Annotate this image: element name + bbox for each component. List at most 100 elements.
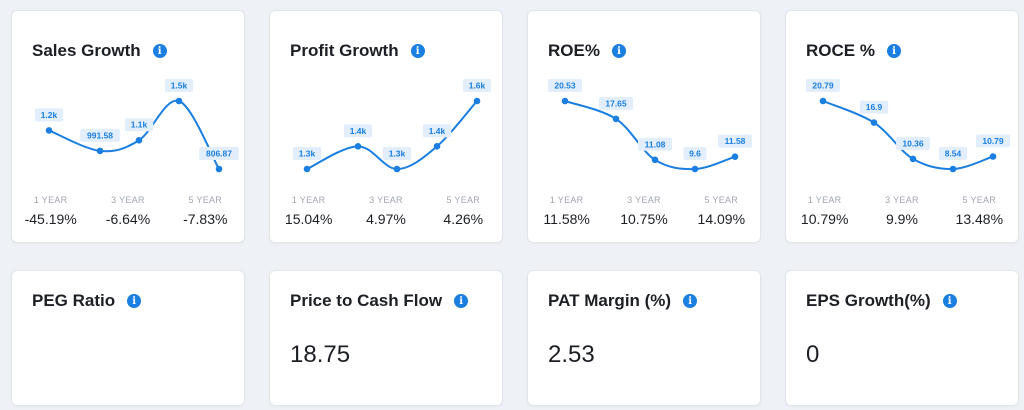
period-label: 5 YEAR bbox=[188, 195, 223, 205]
card-title: ROE% bbox=[548, 41, 600, 60]
growth-value: 10.75% bbox=[620, 211, 668, 227]
data-label: 991.58 bbox=[87, 130, 113, 140]
info-icon[interactable]: i bbox=[683, 294, 698, 308]
metric-value: 18.75 bbox=[290, 341, 351, 368]
card-roe: ROE% i 20.53 17.65 11.08 9.6 11.58 1 YEAR 3 … bbox=[527, 10, 761, 243]
data-label-bg bbox=[599, 96, 633, 110]
card-header: ROE% i bbox=[548, 41, 626, 61]
data-label: 1.1k bbox=[131, 120, 148, 130]
data-point[interactable] bbox=[561, 97, 569, 105]
series-line bbox=[564, 100, 736, 171]
data-label: 16.9 bbox=[866, 102, 883, 112]
card-roce: ROCE % i 20.79 16.9 10.36 8.54 10.79 1 YEAR … bbox=[785, 10, 1019, 243]
period-row: 1 YEAR 3 YEAR 5 YEAR bbox=[786, 195, 1018, 205]
data-point[interactable] bbox=[989, 153, 997, 160]
growth-value: 15.04% bbox=[284, 211, 333, 227]
card-pat-margin: PAT Margin (%) i 2.53 bbox=[527, 270, 761, 406]
data-label: 1.3k bbox=[389, 149, 406, 159]
period-label: 1 YEAR bbox=[807, 195, 842, 205]
growth-value: -7.83% bbox=[183, 211, 228, 227]
card-header: Price to Cash Flow i bbox=[290, 291, 469, 311]
data-point[interactable] bbox=[473, 97, 481, 105]
data-point[interactable] bbox=[909, 155, 917, 163]
period-label: 5 YEAR bbox=[962, 195, 997, 205]
data-label-bg bbox=[80, 128, 120, 142]
period-label: 5 YEAR bbox=[446, 195, 481, 205]
data-point[interactable] bbox=[612, 115, 620, 123]
growth-value: 11.58% bbox=[543, 211, 590, 227]
data-label-bg bbox=[199, 147, 239, 160]
data-label: 1.5k bbox=[171, 81, 188, 91]
card-title: Price to Cash Flow bbox=[290, 291, 443, 310]
card-price-to-cash-flow: Price to Cash Flow i 18.75 bbox=[269, 270, 503, 406]
data-point[interactable] bbox=[45, 127, 53, 134]
growth-value: 4.26% bbox=[443, 211, 484, 227]
data-label-bg bbox=[164, 79, 194, 92]
sparkline-chart: 20.79 16.9 10.36 8.54 10.79 bbox=[806, 79, 1010, 173]
data-label-bg bbox=[806, 79, 840, 92]
data-point[interactable] bbox=[691, 165, 699, 173]
data-point[interactable] bbox=[949, 165, 957, 173]
info-icon[interactable]: i bbox=[454, 294, 469, 308]
data-label-bg bbox=[462, 79, 492, 92]
data-point[interactable] bbox=[731, 153, 739, 160]
data-point[interactable] bbox=[135, 136, 143, 144]
data-label-bg bbox=[718, 134, 752, 148]
data-point[interactable] bbox=[651, 156, 659, 164]
data-label-bg bbox=[896, 136, 930, 150]
series-line bbox=[48, 99, 220, 170]
card-title: PEG Ratio bbox=[32, 291, 116, 310]
data-point[interactable] bbox=[393, 165, 401, 173]
data-label: 10.36 bbox=[902, 138, 924, 148]
data-label-bg bbox=[422, 124, 452, 138]
period-label: 1 YEAR bbox=[291, 195, 326, 205]
metric-value: 0 bbox=[806, 341, 820, 368]
growth-value: 13.48% bbox=[955, 211, 1004, 227]
card-title: Sales Growth bbox=[32, 41, 141, 60]
info-icon[interactable]: i bbox=[886, 44, 901, 58]
growth-value: 9.9% bbox=[886, 211, 918, 227]
sparkline-chart: 1.3k 1.4k 1.3k 1.4k 1.6k bbox=[292, 79, 492, 173]
data-label-bg bbox=[859, 100, 889, 114]
period-label: 3 YEAR bbox=[885, 195, 919, 205]
data-point[interactable] bbox=[96, 147, 104, 155]
metric-value: 2.53 bbox=[548, 341, 595, 368]
data-point[interactable] bbox=[354, 143, 362, 150]
card-header: PEG Ratio i bbox=[32, 291, 142, 311]
data-label: 17.65 bbox=[605, 98, 627, 108]
period-label: 3 YEAR bbox=[369, 195, 403, 205]
data-label: 1.6k bbox=[469, 81, 486, 91]
info-icon[interactable]: i bbox=[942, 294, 957, 308]
card-peg-ratio: PEG Ratio i bbox=[11, 270, 245, 406]
data-label: 1.3k bbox=[299, 149, 316, 159]
data-label-bg bbox=[382, 147, 412, 160]
sparkline-chart: 1.2k 991.58 1.1k 1.5k 806.87 bbox=[34, 79, 239, 173]
data-label: 10.79 bbox=[982, 136, 1004, 146]
card-header: Profit Growth i bbox=[290, 41, 425, 61]
data-label: 1.4k bbox=[429, 126, 446, 136]
info-icon[interactable]: i bbox=[611, 44, 626, 58]
data-label: 20.53 bbox=[554, 81, 576, 91]
data-point[interactable] bbox=[215, 165, 223, 173]
data-point[interactable] bbox=[175, 97, 183, 105]
data-label-bg bbox=[343, 124, 373, 138]
value-row: 10.79% 9.9% 13.48% bbox=[786, 211, 1018, 227]
period-label: 5 YEAR bbox=[704, 195, 739, 205]
data-label: 8.54 bbox=[945, 149, 962, 159]
card-header: PAT Margin (%) i bbox=[548, 291, 698, 311]
data-point[interactable] bbox=[819, 97, 827, 105]
growth-value: 14.09% bbox=[697, 211, 746, 227]
info-icon[interactable]: i bbox=[410, 44, 425, 58]
data-point[interactable] bbox=[433, 143, 441, 150]
data-point[interactable] bbox=[870, 119, 878, 126]
data-label-bg bbox=[638, 137, 672, 151]
data-label: 806.87 bbox=[206, 149, 232, 159]
value-row: 15.04% 4.97% 4.26% bbox=[270, 211, 502, 227]
info-icon[interactable]: i bbox=[152, 44, 167, 58]
info-icon[interactable]: i bbox=[127, 294, 142, 308]
period-row: 1 YEAR 3 YEAR 5 YEAR bbox=[528, 195, 760, 205]
growth-value: -6.64% bbox=[105, 211, 151, 227]
card-sales-growth: Sales Growth i 1.2k 991.58 1.1k 1.5k 806.87 … bbox=[11, 10, 245, 243]
data-point[interactable] bbox=[303, 165, 311, 173]
card-header: EPS Growth(%) i bbox=[806, 291, 957, 311]
